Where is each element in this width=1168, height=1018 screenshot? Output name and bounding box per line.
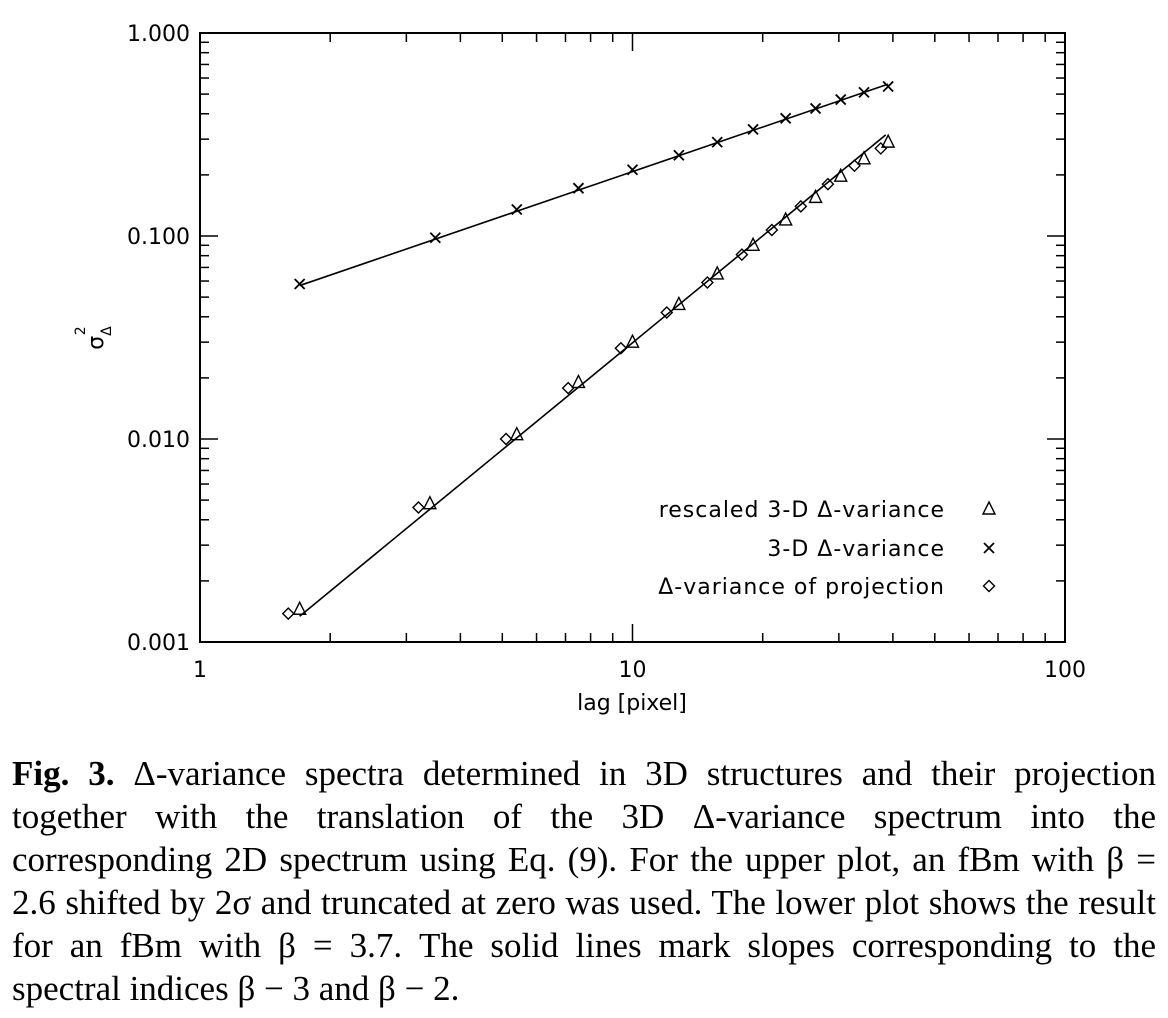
- x-marker: [511, 203, 523, 216]
- legend-x-marker: [983, 542, 995, 554]
- triangle-marker: [571, 373, 586, 389]
- chart: 1 10 100 0.001 0.010 0.100 1.000 lag [pixel] σ…: [73, 22, 1086, 716]
- x-marker: [626, 164, 639, 176]
- x-marker: [780, 112, 792, 124]
- x-marker: [747, 123, 759, 136]
- y-tick-label: 0.001: [127, 631, 190, 656]
- x-marker: [294, 278, 306, 290]
- legend: rescaled 3-D Δ-variance 3-D Δ-variance Δ-v…: [658, 498, 997, 600]
- y-tick-label: 0.100: [127, 225, 190, 250]
- y-tick-label: 1.000: [127, 22, 190, 47]
- triangle-marker: [881, 133, 896, 148]
- diamond-marker: [614, 341, 628, 355]
- diamond-marker: [660, 305, 674, 319]
- diamond-marker: [411, 500, 425, 514]
- diamond-marker: [735, 248, 749, 262]
- triangle-marker: [808, 188, 823, 204]
- x-marker: [572, 182, 585, 194]
- triangle-marker: [778, 211, 793, 226]
- x-marker: [858, 86, 870, 98]
- diamond-marker: [765, 223, 779, 237]
- legend-label: rescaled 3-D Δ-variance: [659, 498, 945, 523]
- diamond-marker: [499, 432, 513, 446]
- caption-label: Fig. 3.: [12, 754, 115, 793]
- triangle-marker: [422, 495, 437, 510]
- legend-label: Δ-variance of projection: [658, 575, 945, 600]
- triangle-marker: [710, 265, 725, 280]
- triangle-marker: [509, 426, 524, 441]
- x-marker: [809, 102, 822, 115]
- x-tick-label: 10: [619, 658, 647, 683]
- fit-line: [299, 83, 889, 287]
- diamond-marker: [874, 141, 888, 155]
- major-ticks: [199, 32, 1066, 643]
- x-marker: [882, 80, 894, 93]
- triangle-marker: [856, 150, 872, 165]
- diamond-marker: [821, 177, 835, 191]
- legend-triangle-marker: [981, 500, 997, 515]
- tick-labels: 1 10 100 0.001 0.010 0.100 1.000: [127, 22, 1086, 683]
- diamond-marker: [847, 159, 861, 173]
- figure-caption: Fig. 3. Δ-variance spectra determined in…: [12, 752, 1156, 1010]
- diamond-marker: [700, 276, 714, 290]
- x-axis-label: lag [pixel]: [577, 691, 687, 716]
- y-tick-label: 0.010: [127, 428, 190, 453]
- triangle-marker: [833, 167, 848, 182]
- triangle-marker: [745, 236, 761, 251]
- minor-ticks: [200, 33, 1065, 642]
- diamond-marker: [794, 199, 808, 213]
- markers: [281, 80, 896, 621]
- triangle-marker: [292, 600, 307, 615]
- fit-line: [299, 134, 887, 617]
- fit-lines: [299, 83, 889, 617]
- caption-text: Δ-variance spectra determined in 3D stru…: [12, 754, 1157, 1008]
- x-marker: [673, 149, 685, 161]
- legend-diamond-marker: [982, 579, 996, 593]
- triangle-marker: [625, 333, 640, 348]
- y-axis-label: σΔ2: [73, 326, 115, 350]
- diamond-marker: [281, 607, 295, 621]
- x-tick-label: 100: [1044, 658, 1086, 683]
- x-tick-label: 1: [193, 658, 207, 683]
- x-marker: [835, 93, 847, 106]
- x-marker: [429, 232, 441, 244]
- x-marker: [711, 136, 723, 148]
- diamond-marker: [561, 381, 575, 395]
- legend-label: 3-D Δ-variance: [767, 537, 945, 562]
- triangle-marker: [671, 295, 687, 311]
